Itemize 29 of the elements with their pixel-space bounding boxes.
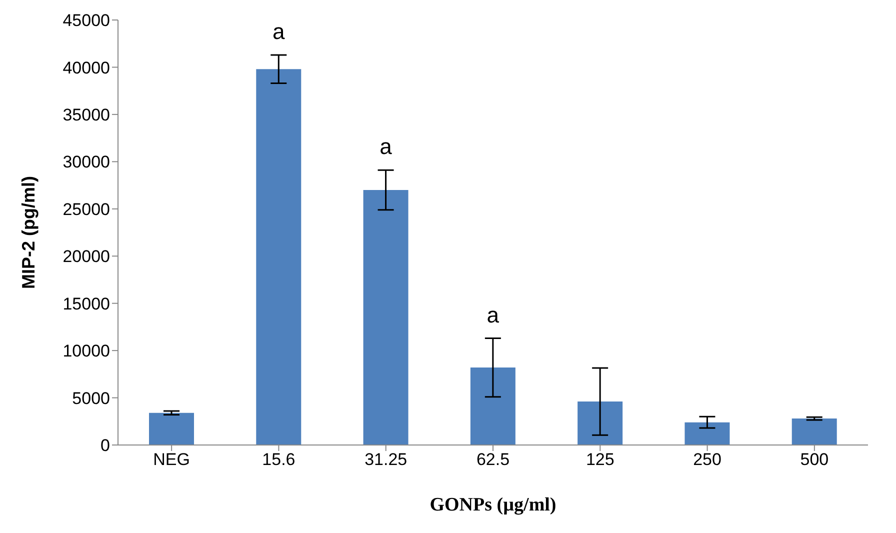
y-tick-label: 15000 <box>62 294 110 314</box>
x-tick-label: 31.25 <box>364 450 408 470</box>
x-axis-title: GONPs (µg/ml) <box>430 494 556 516</box>
x-tick-label: 250 <box>693 450 722 470</box>
bar <box>470 368 516 445</box>
y-tick-label: 45000 <box>62 11 110 30</box>
bar <box>149 412 194 445</box>
y-tick-label: 10000 <box>62 342 110 361</box>
x-tick-label: 500 <box>800 450 829 470</box>
bar <box>578 402 623 445</box>
y-tick-label: 25000 <box>62 200 110 219</box>
x-tick-label: NEG <box>153 450 190 470</box>
y-axis-title: MIP-2 (pg/ml) <box>18 176 38 289</box>
y-tick-label: 5000 <box>72 388 110 408</box>
bar <box>684 422 730 445</box>
x-tick-label: 62.5 <box>476 450 510 470</box>
data-label: a <box>272 18 286 44</box>
y-tick-label: 20000 <box>62 247 110 266</box>
x-tick-label: 125 <box>586 450 614 470</box>
data-label: a <box>380 134 393 160</box>
y-tick-label: 0 <box>100 436 110 456</box>
bar <box>792 418 837 445</box>
y-tick-label: 40000 <box>62 58 110 78</box>
y-tick-label: 35000 <box>62 105 110 124</box>
data-label: a <box>486 302 500 328</box>
x-tick-label: 15.6 <box>262 450 296 470</box>
y-tick-label: 30000 <box>62 152 110 172</box>
bar <box>363 190 408 445</box>
bar <box>256 69 302 445</box>
